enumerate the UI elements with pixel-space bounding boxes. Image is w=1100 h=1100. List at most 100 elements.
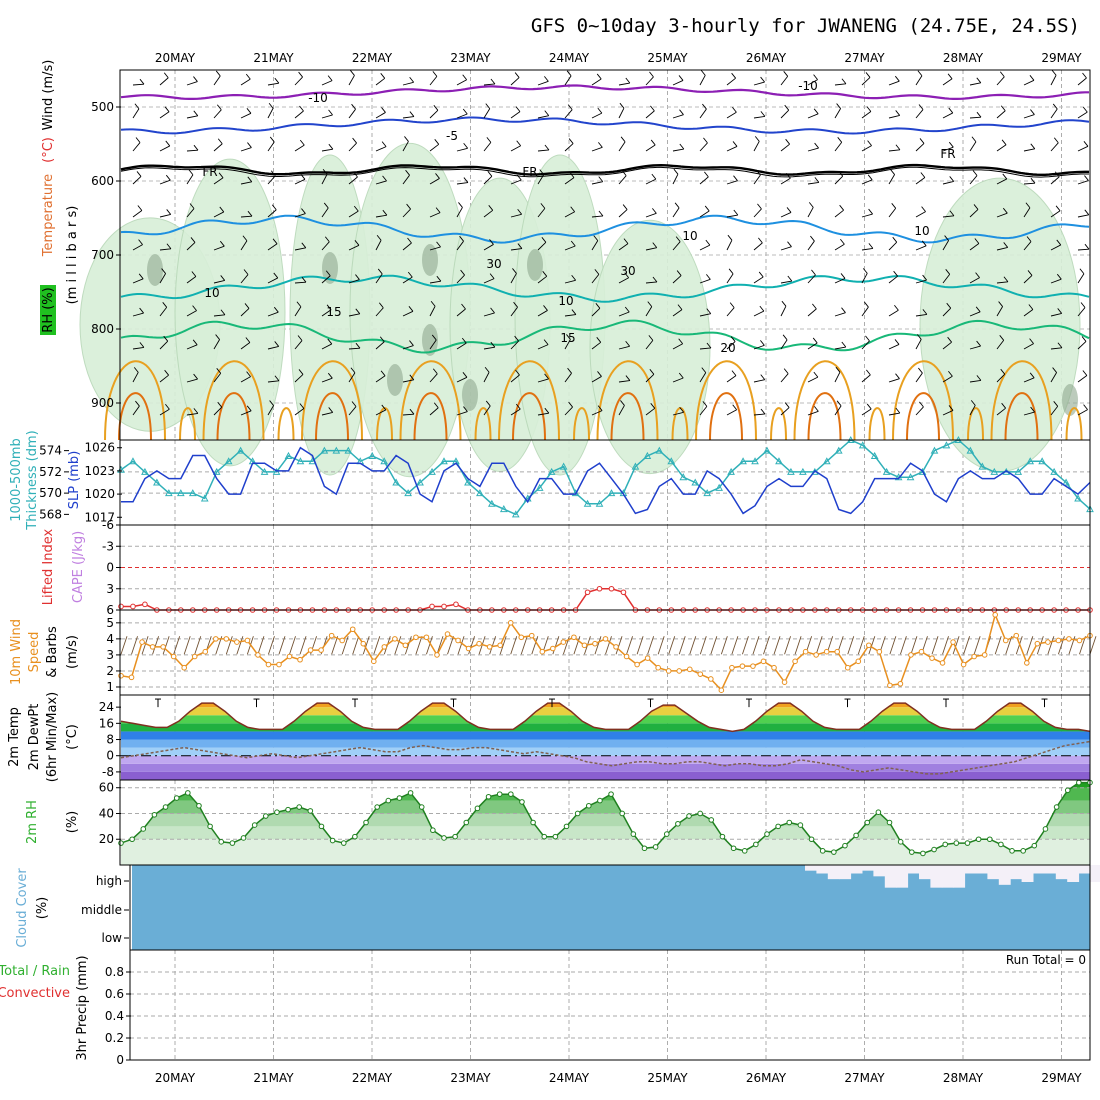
wind-speed-series-point bbox=[718, 687, 725, 693]
wind-barb bbox=[294, 110, 304, 119]
wind-barb bbox=[132, 210, 143, 218]
rh-shading bbox=[589, 219, 711, 475]
cloud-high-clear bbox=[884, 865, 897, 888]
date-label-bottom: 26MAY bbox=[746, 1071, 787, 1085]
wind-barb-flag bbox=[570, 240, 576, 247]
wind-barb bbox=[429, 280, 441, 284]
wind-barb bbox=[402, 379, 414, 383]
wind-barb-flag bbox=[787, 241, 792, 247]
cloud-high-clear bbox=[1044, 865, 1057, 874]
rh2m-series-point bbox=[875, 809, 882, 815]
y-axis-title: 10m Wind bbox=[9, 619, 24, 685]
wind-barb bbox=[726, 180, 738, 185]
cloud-high-clear bbox=[862, 865, 874, 871]
wind-barb bbox=[456, 308, 466, 317]
wind-barb bbox=[483, 346, 495, 350]
wind-barb-flag bbox=[269, 136, 275, 143]
wind-barb-flag bbox=[976, 375, 982, 381]
wind-barb bbox=[861, 247, 873, 251]
contour-label: 15 bbox=[326, 305, 341, 319]
rh2m-series-point bbox=[329, 837, 336, 844]
wind-barb-flag bbox=[650, 139, 656, 146]
wind-barb bbox=[348, 142, 357, 152]
wind-barb bbox=[402, 174, 410, 185]
wind-barb bbox=[942, 181, 954, 185]
wind-barb-flag bbox=[972, 170, 978, 176]
wind-barb bbox=[1050, 406, 1059, 416]
wind-barb-flag bbox=[163, 72, 169, 79]
wind-barb bbox=[510, 408, 521, 416]
wind-barb bbox=[564, 177, 575, 185]
wind-speed-series-point bbox=[423, 634, 430, 641]
wind-barb-flag bbox=[190, 237, 196, 243]
y-axis-title: (%) bbox=[65, 811, 80, 834]
y-axis-title: SLP (mb) bbox=[67, 451, 82, 510]
wind-speed-series-point bbox=[1034, 640, 1041, 647]
wind-barb bbox=[699, 313, 711, 317]
wind-barb bbox=[731, 636, 739, 655]
wind-barb-flag bbox=[161, 268, 166, 274]
wind-barb-flag bbox=[727, 234, 733, 241]
thickness-series-point bbox=[799, 467, 807, 475]
cloud-high-clear bbox=[998, 865, 1011, 885]
y-tick-label: 900 bbox=[91, 396, 114, 410]
cloud-high-clear bbox=[816, 865, 829, 874]
wind-barb bbox=[299, 636, 307, 655]
wind-barb-flag bbox=[162, 302, 168, 308]
wind-barb-flag bbox=[355, 274, 360, 280]
wind-barb bbox=[888, 412, 900, 416]
wind-barb bbox=[861, 273, 868, 284]
y-axis-title: Convective bbox=[0, 986, 70, 1001]
wind-barb-flag bbox=[490, 307, 495, 314]
rh2m-series-point bbox=[140, 826, 147, 832]
cloud-high-clear bbox=[805, 865, 817, 871]
wind-barb bbox=[618, 209, 628, 218]
y-axis-title: Thickness (dm) bbox=[25, 430, 40, 530]
wind-barb-flag bbox=[355, 308, 361, 315]
y-tick-label: 20 bbox=[99, 832, 114, 846]
wind-barb-flag bbox=[193, 373, 198, 380]
cloud-high-clear bbox=[1090, 865, 1100, 882]
wind-barb bbox=[510, 340, 519, 350]
wind-barb-flag bbox=[1025, 202, 1031, 209]
wind-barb bbox=[132, 244, 143, 251]
thickness-series-point bbox=[559, 462, 568, 470]
wind-barb-flag bbox=[217, 138, 223, 145]
wind-barb-flag bbox=[652, 208, 657, 214]
wind-barb-flag bbox=[866, 106, 872, 112]
rh2m-series-point bbox=[608, 791, 614, 797]
wind-barb-flag bbox=[841, 78, 847, 85]
wind-barb bbox=[996, 144, 1007, 152]
rh2m-series-point bbox=[964, 840, 971, 846]
wind-barb-flag bbox=[1000, 368, 1006, 375]
wind-barb bbox=[132, 176, 142, 185]
wind-speed-series-point bbox=[413, 634, 419, 641]
wind-barb bbox=[402, 208, 411, 218]
wind-barb bbox=[186, 310, 197, 317]
wind-barb-flag bbox=[381, 107, 386, 113]
wind-speed-series-point bbox=[234, 639, 240, 645]
wind-barb bbox=[591, 146, 603, 152]
freezing-contour bbox=[120, 163, 1089, 176]
wind-barb-flag bbox=[1053, 401, 1059, 407]
wind-barb bbox=[794, 636, 802, 655]
wind-barb bbox=[1005, 636, 1013, 655]
wind-barb bbox=[699, 176, 709, 185]
wind-barb-flag bbox=[999, 335, 1005, 341]
wind-barb-flag bbox=[732, 106, 737, 113]
wind-barb-flag bbox=[705, 239, 711, 246]
wind-barb bbox=[915, 313, 927, 317]
contour-label: 30 bbox=[486, 257, 501, 271]
wind-barb bbox=[888, 241, 898, 251]
wind-speed-series-point bbox=[834, 648, 841, 655]
wind-speed-series-point bbox=[360, 640, 367, 647]
wind-speed-series-point bbox=[960, 661, 967, 668]
wind-barb bbox=[861, 213, 873, 218]
wind-speed-series-point bbox=[223, 636, 230, 642]
wind-barb bbox=[375, 180, 387, 185]
wind-barb bbox=[678, 636, 686, 655]
y-tick-label: 574 bbox=[39, 444, 62, 458]
wind-barb bbox=[429, 178, 440, 185]
thickness-series-point bbox=[882, 467, 891, 475]
wind-barb-flag bbox=[976, 340, 981, 347]
